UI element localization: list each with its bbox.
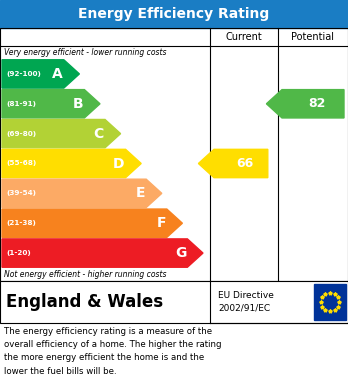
Polygon shape [2,209,182,237]
Polygon shape [2,90,100,118]
Polygon shape [267,90,344,118]
Text: The energy efficiency rating is a measure of the
overall efficiency of a home. T: The energy efficiency rating is a measur… [4,327,221,376]
Text: England & Wales: England & Wales [6,293,163,311]
Bar [0,28,348,281]
Text: 66: 66 [236,157,254,170]
Polygon shape [2,179,162,208]
Text: F: F [156,216,166,230]
Text: (21-38): (21-38) [6,220,36,226]
Bar [314,284,346,320]
Text: Not energy efficient - higher running costs: Not energy efficient - higher running co… [4,270,166,279]
Text: Energy Efficiency Rating: Energy Efficiency Rating [78,7,270,21]
Polygon shape [2,120,121,148]
Text: (69-80): (69-80) [6,131,36,136]
Text: Current: Current [226,32,262,42]
Polygon shape [2,149,141,178]
Text: A: A [52,67,63,81]
Text: Very energy efficient - lower running costs: Very energy efficient - lower running co… [4,48,166,57]
Text: 82: 82 [308,97,326,110]
Text: D: D [113,156,125,170]
Text: (92-100): (92-100) [6,71,41,77]
Text: (1-20): (1-20) [6,250,31,256]
Polygon shape [2,60,79,88]
Text: E: E [136,187,145,200]
Bar [0,0,348,28]
Text: (81-91): (81-91) [6,101,36,107]
Text: B: B [73,97,84,111]
Polygon shape [198,149,268,178]
Text: (55-68): (55-68) [6,160,36,167]
Bar [0,281,348,323]
Text: Potential: Potential [292,32,334,42]
Text: 2002/91/EC: 2002/91/EC [218,303,270,312]
Text: (39-54): (39-54) [6,190,36,196]
Text: EU Directive: EU Directive [218,292,274,301]
Polygon shape [2,239,203,267]
Text: G: G [175,246,187,260]
Text: C: C [94,127,104,141]
